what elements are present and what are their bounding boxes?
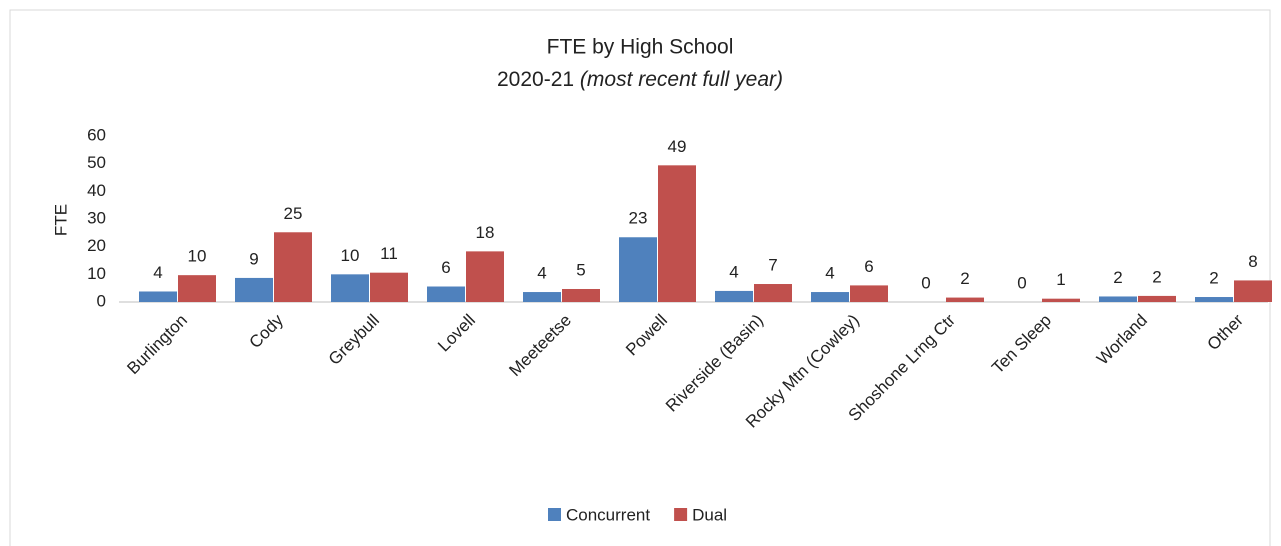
x-tick-label: Riverside (Basin) <box>662 311 767 416</box>
bar <box>178 275 216 302</box>
chart-title: FTE by High School <box>547 36 734 59</box>
data-label: 0 <box>1017 273 1026 292</box>
chart-frame <box>9 9 1271 546</box>
x-tick-label: Powell <box>622 311 671 360</box>
chart-subtitle: 2020-21 (most recent full year) <box>497 68 783 91</box>
bar <box>946 297 984 302</box>
data-label: 2 <box>960 269 969 288</box>
y-tick-label: 50 <box>87 153 106 172</box>
x-tick-label: Ten Sleep <box>988 311 1055 378</box>
bar <box>370 272 408 302</box>
data-label: 4 <box>825 264 834 283</box>
data-label: 4 <box>153 263 162 282</box>
bar <box>1234 280 1272 302</box>
y-tick-label: 0 <box>97 291 106 310</box>
x-tick-label: Burlington <box>123 311 191 379</box>
data-label: 5 <box>576 260 585 279</box>
x-tick-label: Other <box>1203 310 1247 354</box>
data-label: 11 <box>380 244 398 263</box>
data-label: 2 <box>1152 267 1161 286</box>
data-label: 2 <box>1209 269 1218 288</box>
bar <box>754 284 792 302</box>
subtitle-year: 2020-21 <box>497 68 574 91</box>
data-label: 4 <box>537 264 546 283</box>
y-tick-label: 20 <box>87 236 106 255</box>
bar <box>274 232 312 302</box>
legend-label: Dual <box>692 505 727 524</box>
legend-label: Concurrent <box>566 505 650 524</box>
bar <box>1195 297 1233 302</box>
bar <box>139 291 177 302</box>
bar <box>235 277 273 302</box>
bar <box>715 290 753 302</box>
x-tick-label: Worland <box>1093 311 1151 369</box>
data-label: 4 <box>729 262 738 281</box>
data-label: 9 <box>249 249 258 268</box>
bar <box>1099 296 1137 302</box>
y-tick-label: 40 <box>87 181 106 200</box>
data-label: 49 <box>668 137 687 156</box>
data-label: 6 <box>864 257 873 276</box>
y-tick-label: 10 <box>87 264 106 283</box>
x-tick-label: Greybull <box>325 311 383 369</box>
data-label: 7 <box>768 256 777 275</box>
data-label: 6 <box>441 258 450 277</box>
bar <box>1138 295 1176 302</box>
x-tick-label: Shoshone Lrng Ctr <box>845 310 960 425</box>
y-tick-label: 30 <box>87 208 106 227</box>
data-label: 0 <box>921 273 930 292</box>
bar <box>523 292 561 302</box>
y-axis-label: FTE <box>51 204 70 236</box>
data-label: 23 <box>629 209 648 228</box>
bar <box>850 285 888 302</box>
y-tick-label: 60 <box>87 125 106 144</box>
legend-swatch <box>674 508 688 521</box>
x-tick-label: Lovell <box>434 311 479 356</box>
bar <box>562 288 600 302</box>
data-label: 8 <box>1248 252 1257 271</box>
data-label: 10 <box>188 247 207 266</box>
bar <box>427 286 465 302</box>
bar <box>331 274 369 302</box>
data-label: 10 <box>341 246 360 265</box>
legend-swatch <box>548 508 561 521</box>
data-label: 18 <box>476 223 495 242</box>
x-tick-label: Meeteetse <box>505 311 575 381</box>
data-label: 1 <box>1056 270 1065 289</box>
bar <box>466 251 504 302</box>
bar <box>619 237 657 302</box>
bar <box>658 165 696 302</box>
data-label: 25 <box>284 204 303 223</box>
data-label: 2 <box>1113 268 1122 287</box>
subtitle-note: (most recent full year) <box>580 68 783 91</box>
x-tick-label: Cody <box>246 310 288 352</box>
bar <box>811 292 849 302</box>
bar <box>1042 298 1080 302</box>
